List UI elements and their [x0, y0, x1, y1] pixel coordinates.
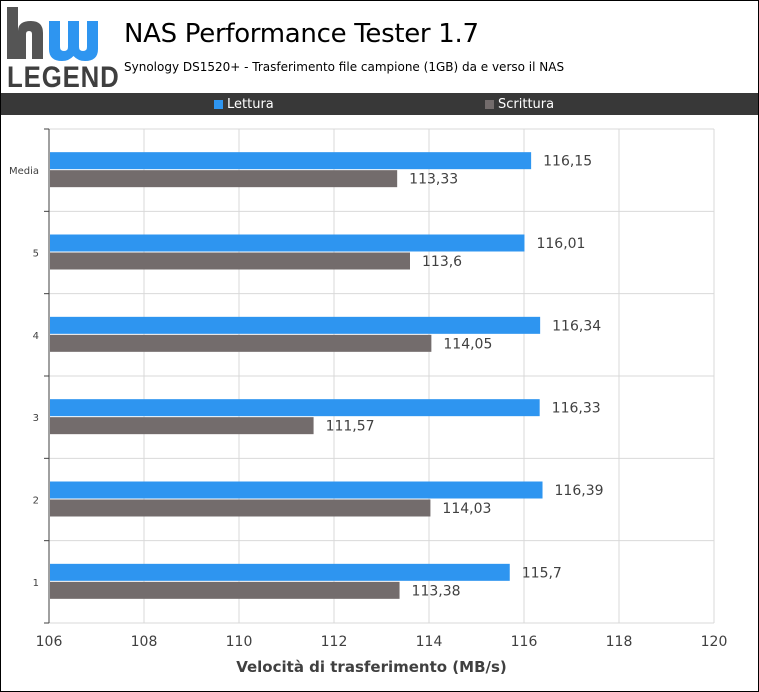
- category-label: 1: [33, 578, 39, 589]
- legend-label-lettura: Lettura: [227, 96, 274, 112]
- x-tick-label: 120: [701, 634, 728, 650]
- category-label: 2: [33, 496, 39, 507]
- hw-legend-logo: LEGEND: [5, 7, 120, 94]
- legend-label-scrittura: Scrittura: [498, 96, 555, 112]
- bar-scrittura: [50, 334, 432, 352]
- data-label-lettura: 116,33: [552, 401, 601, 417]
- data-label-scrittura: 114,05: [443, 336, 492, 352]
- bar-scrittura: [50, 417, 314, 435]
- data-label-lettura: 116,34: [552, 318, 601, 334]
- bar-scrittura: [50, 252, 410, 270]
- chart-subtitle: Synology DS1520+ - Trasferimento file ca…: [124, 60, 565, 74]
- x-tick-label: 112: [321, 634, 348, 650]
- category-label: Media: [9, 166, 39, 177]
- bar-lettura: [50, 399, 540, 417]
- bar-lettura: [50, 234, 525, 252]
- x-tick-label: 118: [606, 634, 633, 650]
- data-label-scrittura: 113,38: [412, 583, 461, 599]
- bar-lettura: [50, 316, 541, 334]
- x-tick-label: 116: [511, 634, 538, 650]
- legend-swatch-scrittura: [485, 99, 494, 109]
- legend-swatch-lettura: [214, 99, 223, 109]
- category-label: 5: [33, 249, 39, 260]
- chart-title: NAS Performance Tester 1.7: [124, 19, 479, 49]
- bar-lettura: [50, 152, 532, 170]
- legend-item-scrittura: Scrittura: [485, 96, 554, 112]
- bar-lettura: [50, 563, 510, 581]
- bar-chart: 106 108 110 112 114 116 118 120 Media 116,15 113,3…: [9, 128, 728, 676]
- x-tick-label: 114: [416, 634, 443, 650]
- x-axis-title: Velocità di trasferimento (MB/s): [236, 658, 507, 676]
- data-label-scrittura: 114,03: [442, 501, 491, 517]
- legend-item-lettura: Lettura: [214, 96, 274, 112]
- bar-scrittura: [50, 499, 431, 517]
- hw-logo-mark-icon: [7, 7, 98, 61]
- logo-text: LEGEND: [7, 61, 120, 94]
- data-label-lettura: 115,7: [522, 565, 562, 581]
- chart-header: LEGEND NAS Performance Tester 1.7 Synolo…: [1, 1, 758, 93]
- data-label-scrittura: 113,33: [409, 172, 458, 188]
- x-tick-label: 108: [131, 634, 158, 650]
- x-tick-label: 106: [36, 634, 63, 650]
- category-label: 4: [33, 331, 39, 342]
- data-label-lettura: 116,39: [555, 483, 604, 499]
- bar-scrittura: [50, 581, 400, 599]
- data-label-scrittura: 111,57: [326, 419, 375, 435]
- category-label: 3: [33, 413, 39, 424]
- bar-scrittura: [50, 170, 398, 188]
- data-label-lettura: 116,15: [543, 154, 592, 170]
- x-tick-label: 110: [226, 634, 253, 650]
- data-label-lettura: 116,01: [536, 236, 585, 252]
- bar-lettura: [50, 481, 543, 499]
- legend: Lettura Scrittura: [1, 93, 758, 115]
- data-label-scrittura: 113,6: [422, 254, 462, 270]
